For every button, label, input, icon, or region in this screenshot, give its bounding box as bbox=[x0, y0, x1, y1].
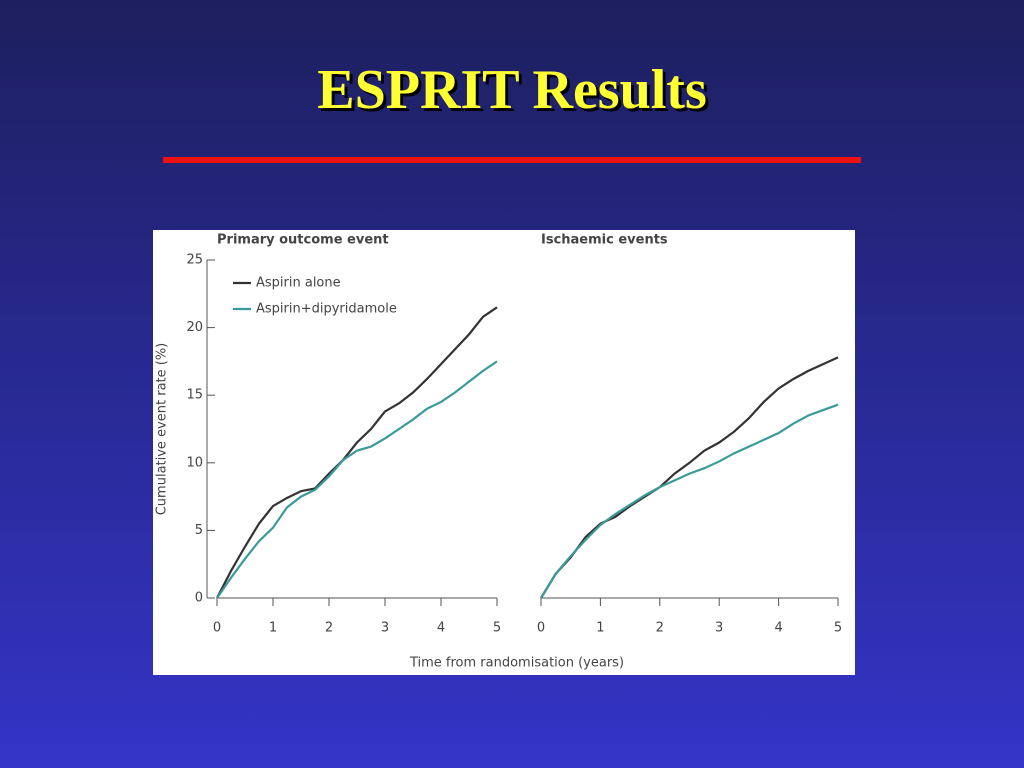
x-tick-label: 3 bbox=[381, 621, 389, 636]
series-line bbox=[216, 306, 498, 599]
y-tick-label: 20 bbox=[186, 320, 203, 335]
x-tick-label: 2 bbox=[325, 621, 333, 636]
series-line bbox=[540, 403, 839, 599]
legend-label: Aspirin+dipyridamole bbox=[256, 302, 397, 317]
x-axis-label: Time from randomisation (years) bbox=[409, 656, 624, 671]
x-tick-label: 5 bbox=[493, 621, 501, 636]
x-tick-label: 4 bbox=[774, 621, 782, 636]
y-tick-label: 5 bbox=[195, 523, 203, 538]
chart-title: Ischaemic events bbox=[541, 233, 668, 248]
legend-label: Aspirin alone bbox=[256, 276, 341, 291]
x-tick-label: 1 bbox=[596, 621, 604, 636]
x-tick-label: 2 bbox=[656, 621, 664, 636]
y-tick-label: 10 bbox=[186, 455, 203, 470]
series-line bbox=[540, 356, 839, 599]
x-tick-label: 0 bbox=[537, 621, 545, 636]
x-tick-label: 0 bbox=[213, 621, 221, 636]
x-tick-label: 4 bbox=[437, 621, 445, 636]
y-tick-label: 0 bbox=[195, 591, 203, 606]
chart-title: Primary outcome event bbox=[217, 233, 389, 248]
y-tick-label: 25 bbox=[186, 253, 203, 268]
y-axis-label: Cumulative event rate (%) bbox=[155, 343, 170, 516]
chart-panel bbox=[153, 230, 855, 675]
series-line bbox=[216, 360, 498, 599]
x-tick-label: 1 bbox=[269, 621, 277, 636]
slide-title: ESPRIT Results bbox=[317, 59, 707, 121]
x-tick-label: 5 bbox=[834, 621, 842, 636]
title-rule bbox=[163, 157, 861, 163]
y-tick-label: 15 bbox=[186, 388, 203, 403]
x-tick-label: 3 bbox=[715, 621, 723, 636]
